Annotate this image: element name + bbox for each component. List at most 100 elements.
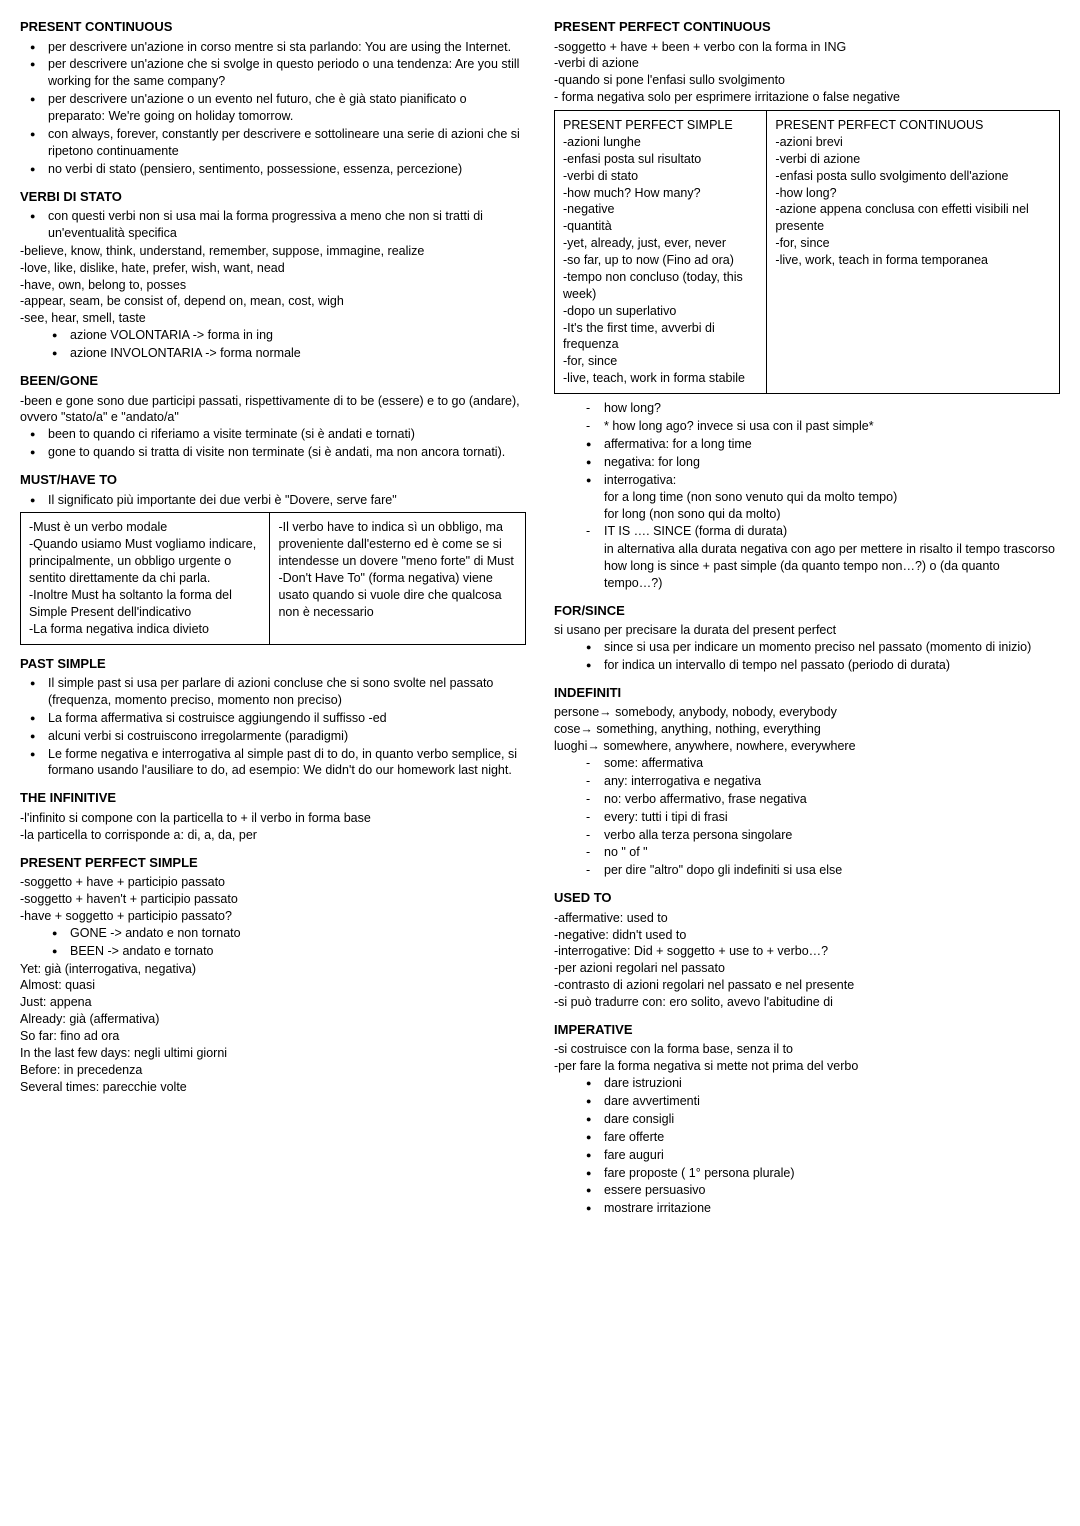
list-item: Il simple past si usa per parlare di azi… xyxy=(48,675,526,709)
list-item: fare offerte xyxy=(604,1129,1060,1146)
text: -interrogative: Did + soggetto + use to … xyxy=(554,943,1060,960)
list: Il significato più importante dei due ve… xyxy=(20,492,526,509)
table-cell: PRESENT PERFECT SIMPLE -azioni lunghe -e… xyxy=(555,111,767,394)
text: for a long time (non sono venuto qui da … xyxy=(554,489,1060,506)
text: Already: già (affermativa) xyxy=(20,1011,526,1028)
list-item: Le forme negativa e interrogativa al sim… xyxy=(48,746,526,780)
table-cell: -Must è un verbo modale -Quando usiamo M… xyxy=(21,513,270,644)
heading: INDEFINITI xyxy=(554,684,1060,702)
text: Before: in precedenza xyxy=(20,1062,526,1079)
list-item: La forma affermativa si costruisce aggiu… xyxy=(48,710,526,727)
text: -la particella to corrisponde a: di, a, … xyxy=(20,827,526,844)
list-item: negativa: for long xyxy=(604,454,1060,471)
text: Almost: quasi xyxy=(20,977,526,994)
heading: MUST/HAVE TO xyxy=(20,471,526,489)
text: how long is since + past simple (da quan… xyxy=(554,558,1060,592)
list-item: dare consigli xyxy=(604,1111,1060,1128)
list-item: every: tutti i tipi di frasi xyxy=(604,809,1060,826)
list-item: azione INVOLONTARIA -> forma normale xyxy=(70,345,526,362)
list: since si usa per indicare un momento pre… xyxy=(554,639,1060,674)
list-item: GONE -> andato e non tornato xyxy=(70,925,526,942)
list-item: fare auguri xyxy=(604,1147,1060,1164)
table-cell: PRESENT PERFECT CONTINUOUS -azioni brevi… xyxy=(767,111,1060,394)
text: -quando si pone l'enfasi sullo svolgimen… xyxy=(554,72,1060,89)
right-column: PRESENT PERFECT CONTINUOUS -soggetto + h… xyxy=(554,18,1060,1218)
heading: USED TO xyxy=(554,889,1060,907)
text: -negative: didn't used to xyxy=(554,927,1060,944)
list-item: no " of " xyxy=(604,844,1060,861)
list-item: * how long ago? invece si usa con il pas… xyxy=(604,418,1060,435)
list: affermativa: for a long time negativa: f… xyxy=(554,436,1060,489)
text: -believe, know, think, understand, remem… xyxy=(20,243,526,260)
list-item: affermativa: for a long time xyxy=(604,436,1060,453)
list: per descrivere un'azione in corso mentre… xyxy=(20,39,526,178)
list-item: Il significato più importante dei due ve… xyxy=(48,492,526,509)
text: -soggetto + have + participio passato xyxy=(20,874,526,891)
list-item: no verbi di stato (pensiero, sentimento,… xyxy=(48,161,526,178)
list-item: dare avvertimenti xyxy=(604,1093,1060,1110)
list: dare istruzioni dare avvertimenti dare c… xyxy=(554,1075,1060,1217)
list: GONE -> andato e non tornato BEEN -> and… xyxy=(20,925,526,960)
text: So far: fino ad ora xyxy=(20,1028,526,1045)
table-cell: -Il verbo have to indica sì un obbligo, … xyxy=(270,513,526,644)
list-item: gone to quando si tratta di visite non t… xyxy=(48,444,526,461)
list-item: interrogativa: xyxy=(604,472,1060,489)
list-item: since si usa per indicare un momento pre… xyxy=(604,639,1060,656)
text: -verbi di azione xyxy=(554,55,1060,72)
list: been to quando ci riferiamo a visite ter… xyxy=(20,426,526,461)
text: -see, hear, smell, taste xyxy=(20,310,526,327)
list: Il simple past si usa per parlare di azi… xyxy=(20,675,526,779)
text: Yet: già (interrogativa, negativa) xyxy=(20,961,526,978)
list: azione VOLONTARIA -> forma in ing azione… xyxy=(20,327,526,362)
list-item: any: interrogativa e negativa xyxy=(604,773,1060,790)
text: -appear, seam, be consist of, depend on,… xyxy=(20,293,526,310)
text: in alternativa alla durata negativa con … xyxy=(554,541,1060,558)
list-item: been to quando ci riferiamo a visite ter… xyxy=(48,426,526,443)
list-item: BEEN -> andato e tornato xyxy=(70,943,526,960)
comparison-table: -Must è un verbo modale -Quando usiamo M… xyxy=(20,512,526,644)
text: si usano per precisare la durata del pre… xyxy=(554,622,1060,639)
list-item: alcuni verbi si costruiscono irregolarme… xyxy=(48,728,526,745)
text: Several times: parecchie volte xyxy=(20,1079,526,1096)
text: -per azioni regolari nel passato xyxy=(554,960,1060,977)
text: -have, own, belong to, posses xyxy=(20,277,526,294)
text: -contrasto di azioni regolari nel passat… xyxy=(554,977,1060,994)
heading: PRESENT PERFECT SIMPLE xyxy=(20,854,526,872)
list: IT IS …. SINCE (forma di durata) xyxy=(554,523,1060,540)
text: -love, like, dislike, hate, prefer, wish… xyxy=(20,260,526,277)
heading: BEEN/GONE xyxy=(20,372,526,390)
text: -soggetto + have + been + verbo con la f… xyxy=(554,39,1060,56)
list-item: azione VOLONTARIA -> forma in ing xyxy=(70,327,526,344)
list-item: some: affermativa xyxy=(604,755,1060,772)
list-item: fare proposte ( 1° persona plurale) xyxy=(604,1165,1060,1182)
list-item: per dire "altro" dopo gli indefiniti si … xyxy=(604,862,1060,879)
text: -si costruisce con la forma base, senza … xyxy=(554,1041,1060,1058)
left-column: PRESENT CONTINUOUS per descrivere un'azi… xyxy=(20,18,526,1218)
heading: FOR/SINCE xyxy=(554,602,1060,620)
list-item: how long? xyxy=(604,400,1060,417)
heading: PRESENT CONTINUOUS xyxy=(20,18,526,36)
text: -per fare la forma negativa si mette not… xyxy=(554,1058,1060,1075)
list-item: con questi verbi non si usa mai la forma… xyxy=(48,208,526,242)
text: -have + soggetto + participio passato? xyxy=(20,908,526,925)
list-item: IT IS …. SINCE (forma di durata) xyxy=(604,523,1060,540)
heading: IMPERATIVE xyxy=(554,1021,1060,1039)
two-column-layout: PRESENT CONTINUOUS per descrivere un'azi… xyxy=(20,18,1060,1218)
list: con questi verbi non si usa mai la forma… xyxy=(20,208,526,242)
text: -si può tradurre con: ero solito, avevo … xyxy=(554,994,1060,1011)
list-item: per descrivere un'azione in corso mentre… xyxy=(48,39,526,56)
text: cose→ something, anything, nothing, ever… xyxy=(554,721,1060,738)
heading: VERBI DI STATO xyxy=(20,188,526,206)
text: -l'infinito si compone con la particella… xyxy=(20,810,526,827)
text: In the last few days: negli ultimi giorn… xyxy=(20,1045,526,1062)
list: how long? * how long ago? invece si usa … xyxy=(554,400,1060,435)
text: for long (non sono qui da molto) xyxy=(554,506,1060,523)
list-item: for indica un intervallo di tempo nel pa… xyxy=(604,657,1060,674)
heading: THE INFINITIVE xyxy=(20,789,526,807)
heading: PRESENT PERFECT CONTINUOUS xyxy=(554,18,1060,36)
list-item: per descrivere un'azione che si svolge i… xyxy=(48,56,526,90)
comparison-table: PRESENT PERFECT SIMPLE -azioni lunghe -e… xyxy=(554,110,1060,394)
list: some: affermativa any: interrogativa e n… xyxy=(554,755,1060,879)
list-item: con always, forever, constantly per desc… xyxy=(48,126,526,160)
text: -affermative: used to xyxy=(554,910,1060,927)
